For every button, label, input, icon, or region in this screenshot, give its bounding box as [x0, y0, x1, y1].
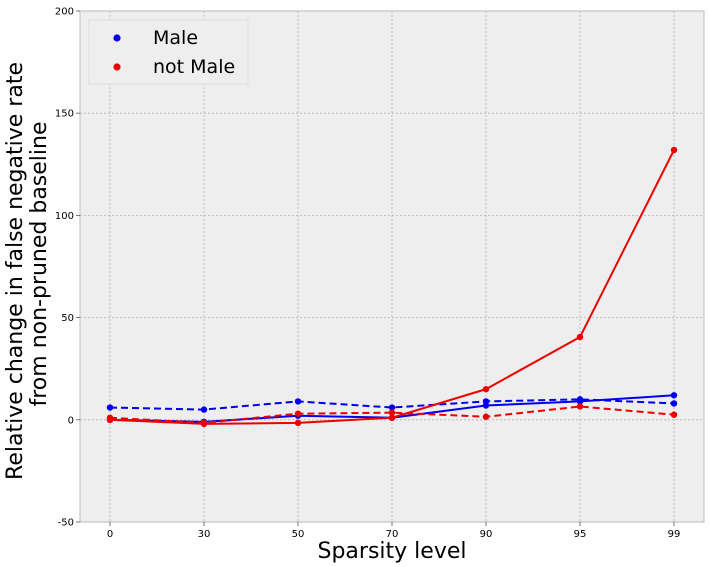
data-point-not-male-dashed	[482, 413, 490, 420]
x-tick-label: 70	[386, 529, 399, 540]
x-tick-label: 0	[107, 529, 113, 540]
y-axis-ticks: -50 0 50 100 150 200	[55, 7, 80, 529]
data-point-not-male-dashed	[576, 403, 584, 410]
data-point-male-dashed	[388, 404, 396, 411]
data-point-not-male-solid	[388, 414, 396, 421]
data-point-male-solid	[670, 392, 678, 399]
data-point-male-dashed	[200, 406, 208, 413]
data-point-male-dashed	[294, 398, 302, 405]
data-point-not-male-solid	[576, 333, 584, 341]
y-tick-label: -50	[58, 518, 74, 529]
series-layer	[106, 146, 678, 428]
legend-label-male: Male	[153, 27, 198, 49]
data-point-male-dashed	[670, 400, 678, 407]
x-axis-title: Sparsity level	[318, 539, 467, 564]
x-tick-label: 95	[574, 529, 587, 540]
x-tick-label: 90	[480, 529, 493, 540]
grid	[80, 10, 704, 523]
y-tick-label: 150	[55, 109, 74, 120]
legend: Male not Male	[88, 19, 249, 85]
data-point-not-male-dashed	[294, 410, 302, 417]
legend-marker-not-male	[113, 63, 121, 71]
y-tick-label: 200	[55, 7, 74, 18]
legend-marker-male	[113, 34, 121, 42]
y-tick-label: 100	[55, 211, 74, 222]
data-point-male-dashed	[576, 396, 584, 403]
data-point-not-male-dashed	[388, 409, 396, 416]
data-point-male-dashed	[106, 404, 114, 411]
y-tick-label: 0	[68, 415, 74, 426]
y-axis-title-line-2: from non-pruned baseline	[27, 121, 52, 406]
y-axis-title-line-1: Relative change in false negative rate	[3, 62, 28, 480]
data-point-not-male-solid	[294, 419, 302, 427]
data-point-male-dashed	[482, 398, 490, 405]
data-point-not-male-dashed	[200, 419, 208, 427]
x-tick-label: 99	[668, 529, 681, 540]
y-tick-label: 50	[61, 313, 74, 324]
x-tick-label: 30	[198, 529, 211, 540]
data-point-not-male-solid	[482, 385, 490, 393]
legend-box	[88, 19, 249, 85]
legend-label-not-male: not Male	[153, 56, 235, 78]
data-point-not-male-dashed	[106, 414, 114, 421]
x-axis-ticks: 0 30 50 70 90 95 99	[107, 522, 681, 540]
data-point-not-male-solid	[670, 146, 678, 154]
x-tick-label: 50	[292, 529, 305, 540]
data-point-not-male-dashed	[670, 411, 678, 418]
